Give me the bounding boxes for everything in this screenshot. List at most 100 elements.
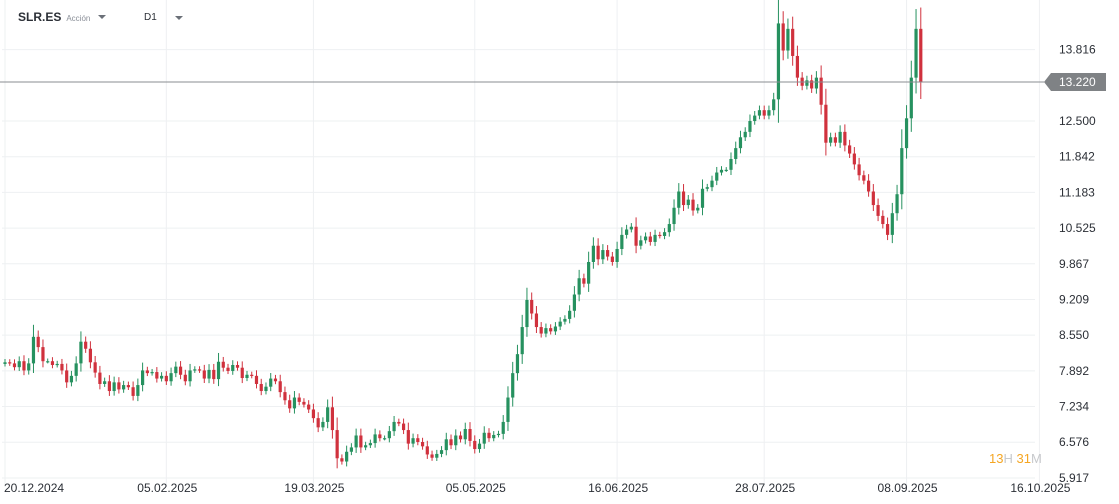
candle-body <box>539 327 543 334</box>
candle-body <box>145 370 149 374</box>
candle-body <box>46 361 50 363</box>
candle-body <box>178 366 183 375</box>
candle-body <box>231 365 235 371</box>
candle-body <box>349 447 353 452</box>
candle-countdown: 13H 31M <box>989 451 1042 466</box>
x-tick-label: 16.10.2025 <box>1010 481 1070 495</box>
candle-body <box>416 438 420 442</box>
candle-body <box>212 369 216 380</box>
candle-body <box>487 432 491 439</box>
candle-body <box>506 397 510 422</box>
candle-body <box>65 370 69 383</box>
countdown-minutes-unit: M <box>1030 451 1042 466</box>
candle-body <box>449 439 453 446</box>
timeframe-dropdown-icon[interactable] <box>174 15 183 20</box>
candle-body <box>672 207 676 225</box>
countdown-hours: 13 <box>989 451 1004 466</box>
candle-body <box>890 213 894 235</box>
candle-body <box>530 299 534 314</box>
candle-body <box>411 438 415 444</box>
current-price-indicator: 13.220 <box>0 72 1106 91</box>
candle-body <box>615 248 619 262</box>
candle-body <box>871 191 875 206</box>
y-tick-label: 7.234 <box>1059 400 1089 414</box>
y-tick-label: 11.842 <box>1059 150 1095 164</box>
candle-body <box>31 336 36 364</box>
candle-body <box>93 362 97 373</box>
x-tick-label: 28.07.2025 <box>735 481 795 495</box>
candle-body <box>454 435 458 446</box>
candle-body <box>117 382 121 390</box>
candle-body <box>572 294 576 311</box>
candle-body <box>383 438 387 440</box>
candle-body <box>397 421 401 424</box>
symbol-dropdown-icon[interactable] <box>98 15 107 19</box>
countdown-minutes: 31 <box>1016 451 1031 466</box>
y-tick-label: 6.576 <box>1059 435 1089 449</box>
candle-body <box>17 361 21 368</box>
candle-body <box>297 397 301 402</box>
countdown-hours-unit: H <box>1003 451 1013 466</box>
y-tick-label: 11.183 <box>1059 185 1095 199</box>
candle-body <box>311 409 316 419</box>
candle-body <box>653 234 657 242</box>
candle-body <box>634 226 638 246</box>
candle-body <box>264 386 268 392</box>
candle-body <box>435 453 439 458</box>
candle-body <box>696 207 700 211</box>
candle-body <box>904 118 909 149</box>
candle-body <box>824 104 828 143</box>
y-tick-label: 12.500 <box>1059 114 1096 128</box>
candle-body <box>776 23 781 100</box>
candle-body <box>164 375 168 382</box>
candle-body <box>582 278 586 284</box>
candle-body <box>587 261 591 284</box>
candle-body <box>691 199 695 211</box>
candle-body <box>852 153 856 165</box>
y-tick-label: 9.867 <box>1059 257 1089 271</box>
candle-body <box>919 28 923 82</box>
candle-body <box>643 236 648 241</box>
candle-body <box>112 382 116 392</box>
candle-body <box>624 229 629 235</box>
candle-body <box>648 236 652 242</box>
candle-body <box>420 441 425 447</box>
candle-body <box>549 328 553 332</box>
candle-body <box>620 234 624 249</box>
candle-body <box>553 326 558 332</box>
candle-body <box>601 250 605 260</box>
candle-body <box>174 366 178 374</box>
candle-body <box>292 397 297 409</box>
candle-body <box>719 169 724 173</box>
candle-body <box>55 363 59 366</box>
candle-body <box>392 421 396 432</box>
candle-body <box>639 240 643 246</box>
candle-body <box>596 245 600 260</box>
candle-body <box>12 363 17 368</box>
candle-body <box>141 370 145 386</box>
candle-body <box>900 148 904 195</box>
candle-body <box>221 361 225 368</box>
candle-body <box>772 99 776 111</box>
candle-body <box>103 381 107 384</box>
candle-body <box>245 374 249 379</box>
candle-body <box>534 313 539 328</box>
candle-body <box>511 373 515 398</box>
timeframe-selector[interactable]: D1 <box>144 12 183 23</box>
candle-body <box>743 131 747 138</box>
candle-body <box>22 361 26 371</box>
candle-body <box>3 362 7 364</box>
candle-body <box>150 372 154 374</box>
candle-body <box>914 28 918 78</box>
candle-body <box>805 80 809 86</box>
candle-body <box>496 433 501 436</box>
candle-body <box>762 110 766 116</box>
candle-body <box>610 256 614 262</box>
candle-body <box>729 158 733 170</box>
candle-body <box>473 440 477 450</box>
candle-body <box>273 378 278 382</box>
instrument-selector[interactable]: SLR.ES Acción <box>18 10 107 24</box>
candle-body <box>753 115 757 122</box>
candle-body <box>791 28 795 56</box>
